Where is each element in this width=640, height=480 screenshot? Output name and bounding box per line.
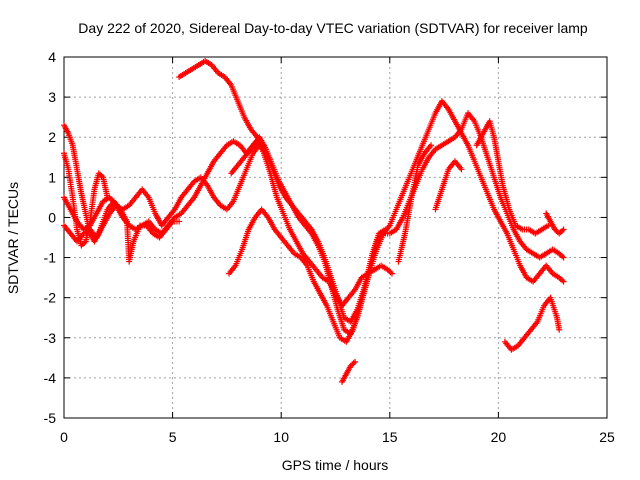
data-point xyxy=(556,326,563,333)
chart-title: Day 222 of 2020, Sidereal Day-to-day VTE… xyxy=(78,20,588,36)
y-tick-label: -5 xyxy=(44,410,57,426)
data-point xyxy=(428,142,435,149)
grid-lines xyxy=(64,57,607,418)
series-track-i xyxy=(395,142,435,265)
series-track-l xyxy=(501,294,563,353)
x-tick-label: 0 xyxy=(60,429,68,445)
series-track-d xyxy=(61,150,111,249)
y-tick-label: -1 xyxy=(44,250,57,266)
plot-frame xyxy=(63,56,608,419)
x-tick-label: 15 xyxy=(382,429,398,445)
data-point xyxy=(545,222,552,229)
y-tick-label: -4 xyxy=(44,370,57,386)
y-tick-label: 4 xyxy=(48,49,56,65)
series-track-m xyxy=(543,210,567,237)
x-tick-label: 10 xyxy=(273,429,289,445)
data-point xyxy=(458,166,465,173)
y-axis-label: SDTVAR / TECUs xyxy=(5,182,21,294)
data-point xyxy=(352,358,359,365)
axis-ticks xyxy=(63,56,608,419)
x-tick-label: 25 xyxy=(599,429,615,445)
data-point xyxy=(560,254,567,261)
y-tick-label: 1 xyxy=(48,169,56,185)
y-tick-label: 3 xyxy=(48,89,56,105)
y-tick-label: -3 xyxy=(44,330,57,346)
series-track-f xyxy=(226,206,389,345)
data-marks xyxy=(61,58,567,385)
x-tick-label: 5 xyxy=(169,429,177,445)
series-track-j xyxy=(432,158,465,213)
y-tick-label: 2 xyxy=(48,129,56,145)
data-point xyxy=(176,218,183,225)
data-point xyxy=(560,226,567,233)
data-point xyxy=(388,270,395,277)
data-point xyxy=(260,142,267,149)
x-tick-labels: 0 5 10 15 20 25 xyxy=(60,429,615,445)
series-track-k xyxy=(473,118,552,237)
y-tick-label: -2 xyxy=(44,290,57,306)
series-track-g xyxy=(228,138,267,177)
data-point xyxy=(104,194,111,201)
y-tick-label: 0 xyxy=(48,209,56,225)
y-tick-labels: -5 -4 -3 -2 -1 0 1 2 3 4 xyxy=(44,49,57,426)
x-tick-label: 20 xyxy=(491,429,507,445)
data-point xyxy=(560,278,567,285)
series-track-c xyxy=(61,122,183,265)
series-track-h xyxy=(339,358,359,385)
x-axis-label: GPS time / hours xyxy=(282,457,389,473)
data-point xyxy=(382,226,389,233)
